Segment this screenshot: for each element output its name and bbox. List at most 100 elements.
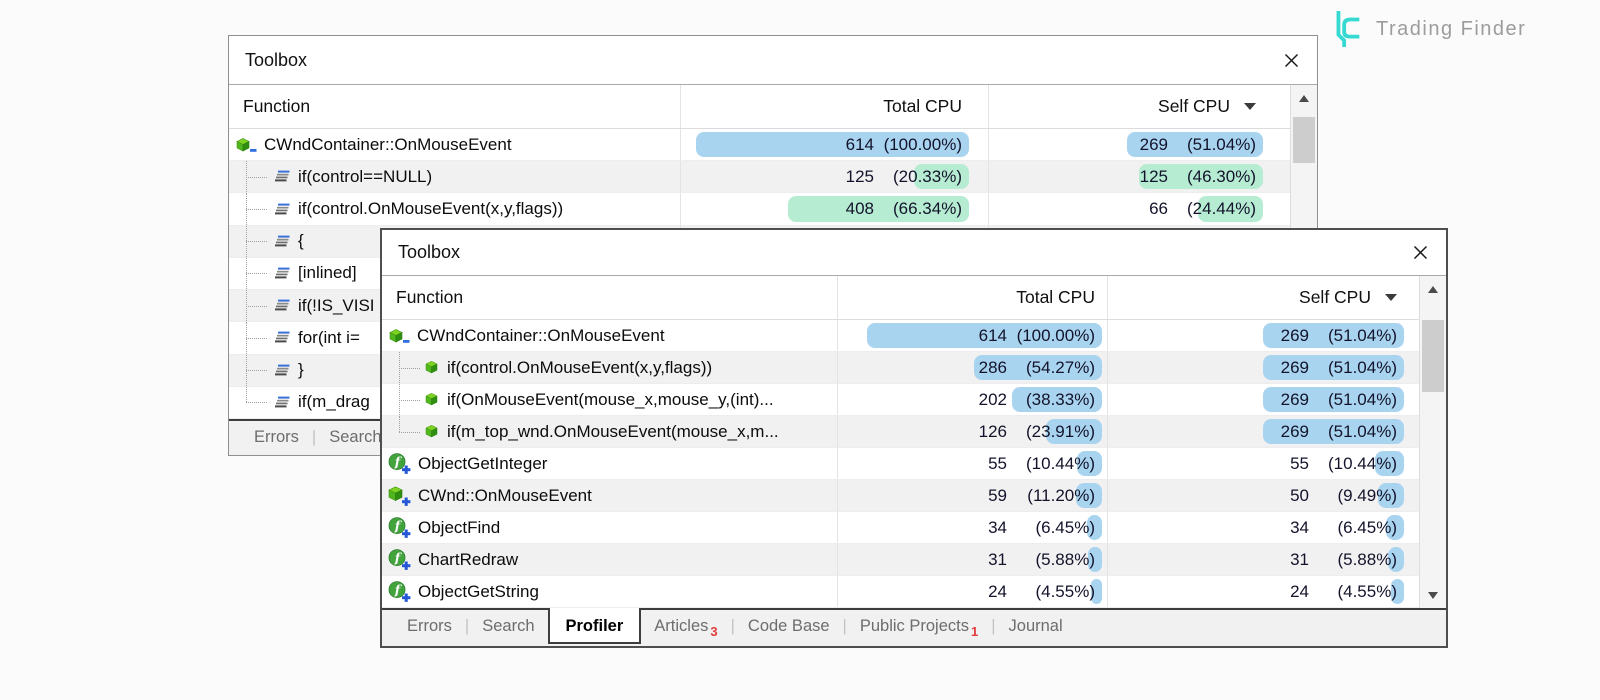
tab-journal[interactable]: Journal <box>996 608 1076 636</box>
table-row[interactable]: f ObjectGetString 24 (4.55%) 24 (4.55%) <box>382 576 1419 608</box>
table-row[interactable]: if(OnMouseEvent(mouse_x,mouse_y,(int)...… <box>382 384 1419 416</box>
tree-connector-horizontal <box>246 176 267 178</box>
vertical-scrollbar[interactable] <box>1419 276 1446 608</box>
tab-code-base[interactable]: Code Base <box>735 608 843 636</box>
function-add-icon: f <box>388 581 411 602</box>
cpu-count: 66 <box>1149 199 1168 219</box>
cpu-percent: (38.33%) <box>1026 389 1095 409</box>
sort-descending-icon <box>1244 103 1256 110</box>
close-icon[interactable] <box>1284 53 1299 68</box>
table-row[interactable]: CWndContainer::OnMouseEvent 614 (100.00%) 2… <box>229 129 1290 162</box>
function-name: ObjectGetInteger <box>418 453 548 473</box>
cpu-count: 31 <box>1290 549 1309 569</box>
tree-connector-horizontal <box>246 337 267 339</box>
tab-separator: | <box>311 428 317 446</box>
tab-articles[interactable]: Articles 3 <box>641 608 730 639</box>
total-cpu-cell: 125 (20.33%) <box>680 161 988 193</box>
function-name: if(control.OnMouseEvent(x,y,flags)) <box>447 357 713 377</box>
function-cell: f ObjectGetString <box>382 576 837 607</box>
tab-label: Public Projects <box>859 617 969 635</box>
scroll-up-button[interactable] <box>1420 276 1446 302</box>
column-header-total-cpu[interactable]: Total CPU <box>680 85 988 128</box>
function-name: if(m_drag <box>298 392 370 412</box>
cpu-count: 125 <box>845 166 874 186</box>
self-cpu-cell: 34 (6.45%) <box>1107 512 1419 543</box>
column-header-self-cpu[interactable]: Self CPU <box>988 85 1290 128</box>
column-header-function[interactable]: Function <box>243 96 311 116</box>
tree-connector-horizontal <box>246 402 267 404</box>
cpu-usage-bar <box>1262 323 1404 348</box>
cpu-count: 24 <box>988 581 1007 601</box>
svg-text:f: f <box>394 582 403 597</box>
function-name: CWndContainer::OnMouseEvent <box>264 134 512 154</box>
tree-connector-horizontal <box>246 370 267 372</box>
scrollbar-thumb[interactable] <box>1293 117 1315 163</box>
function-name: { <box>298 231 304 251</box>
cpu-count: 34 <box>1290 517 1309 537</box>
table-row[interactable]: f ObjectFind 34 (6.45%) 34 (6.45%) <box>382 512 1419 544</box>
self-cpu-cell: 55 (10.44%) <box>1107 448 1419 479</box>
scrollbar-thumb[interactable] <box>1422 320 1444 392</box>
tab-search[interactable]: Search <box>316 419 394 447</box>
tree-connector-vertical <box>399 416 400 432</box>
cpu-percent: (6.45%) <box>1035 517 1095 537</box>
function-name: if(OnMouseEvent(mouse_x,mouse_y,(int)... <box>447 389 774 409</box>
table-row[interactable]: if(control.OnMouseEvent(x,y,flags)) 286 (5… <box>382 352 1419 384</box>
tab-public-projects[interactable]: Public Projects 1 <box>847 608 991 639</box>
tab-badge: 1 <box>970 624 979 639</box>
sort-descending-icon <box>1385 294 1397 301</box>
cpu-usage-bar <box>1011 387 1102 412</box>
table-header: Function Total CPU Self CPU <box>229 85 1290 129</box>
function-add-icon: f <box>388 453 411 474</box>
cpu-count: 202 <box>978 389 1007 409</box>
function-cell: if(!IS_VISI <box>229 290 680 322</box>
table-row[interactable]: f ChartRedraw 31 (5.88%) 31 (5.88%) <box>382 544 1419 576</box>
cpu-usage-bar <box>1075 483 1102 508</box>
cpu-usage-bar <box>1091 579 1102 604</box>
close-icon[interactable] <box>1413 245 1428 260</box>
table-row[interactable]: if(m_top_wnd.OnMouseEvent(mouse_x,m... 12… <box>382 416 1419 448</box>
cpu-percent: (66.34%) <box>893 199 962 219</box>
cpu-percent: (6.45%) <box>1337 517 1397 537</box>
cpu-count: 59 <box>988 485 1007 505</box>
tab-errors[interactable]: Errors <box>394 608 465 636</box>
cpu-percent: (100.00%) <box>883 134 962 154</box>
arrow-down-icon <box>1428 591 1438 599</box>
tab-separator: | <box>730 617 735 635</box>
svg-text:f: f <box>394 518 403 533</box>
table-row[interactable]: CWndContainer::OnMouseEvent 614 (100.00%) 2… <box>382 320 1419 352</box>
table-row[interactable]: if(control.OnMouseEvent(x,y,flags)) 408 (6… <box>229 193 1290 226</box>
function-name: } <box>298 360 304 380</box>
tab-errors[interactable]: Errors <box>241 419 312 447</box>
scroll-up-button[interactable] <box>1291 85 1317 111</box>
cpu-percent: (10.44%) <box>1328 453 1397 473</box>
cpu-usage-bar <box>1077 451 1102 476</box>
table-row[interactable]: f ObjectGetInteger 55 (10.44%) 55 (10.44%) <box>382 448 1419 480</box>
tab-separator: | <box>842 617 847 635</box>
table-row[interactable]: if(control==NULL) 125 (20.33%) 125 (46.30%) <box>229 161 1290 194</box>
column-header-total-cpu[interactable]: Total CPU <box>837 276 1107 319</box>
total-cpu-cell: 286 (54.27%) <box>837 352 1107 383</box>
tab-label: Errors <box>254 428 299 446</box>
function-cell: CWndContainer::OnMouseEvent <box>382 320 837 351</box>
cpu-usage-bar <box>1139 164 1263 190</box>
window-titlebar[interactable]: Toolbox <box>229 36 1317 85</box>
code-lines-icon <box>271 169 291 184</box>
cpu-count: 31 <box>988 549 1007 569</box>
window-titlebar[interactable]: Toolbox <box>382 230 1446 276</box>
self-cpu-cell: 31 (5.88%) <box>1107 544 1419 575</box>
tab-label: Code Base <box>747 617 830 635</box>
column-header-self-cpu[interactable]: Self CPU <box>1107 276 1419 319</box>
tree-connector-vertical <box>246 386 247 403</box>
scroll-down-button[interactable] <box>1420 582 1446 608</box>
window-title: Toolbox <box>245 49 308 70</box>
column-header-function[interactable]: Function <box>396 287 464 307</box>
total-cpu-cell: 614 (100.00%) <box>680 129 988 161</box>
cpu-count: 269 <box>1139 134 1168 154</box>
self-cpu-cell: 50 (9.49%) <box>1107 480 1419 511</box>
cpu-percent: (51.04%) <box>1328 357 1397 377</box>
tab-profiler[interactable]: Profiler <box>547 608 642 644</box>
tab-search[interactable]: Search <box>469 608 547 636</box>
table-row[interactable]: CWnd::OnMouseEvent 59 (11.20%) 50 (9.49%) <box>382 480 1419 512</box>
total-cpu-cell: 614 (100.00%) <box>837 320 1107 351</box>
